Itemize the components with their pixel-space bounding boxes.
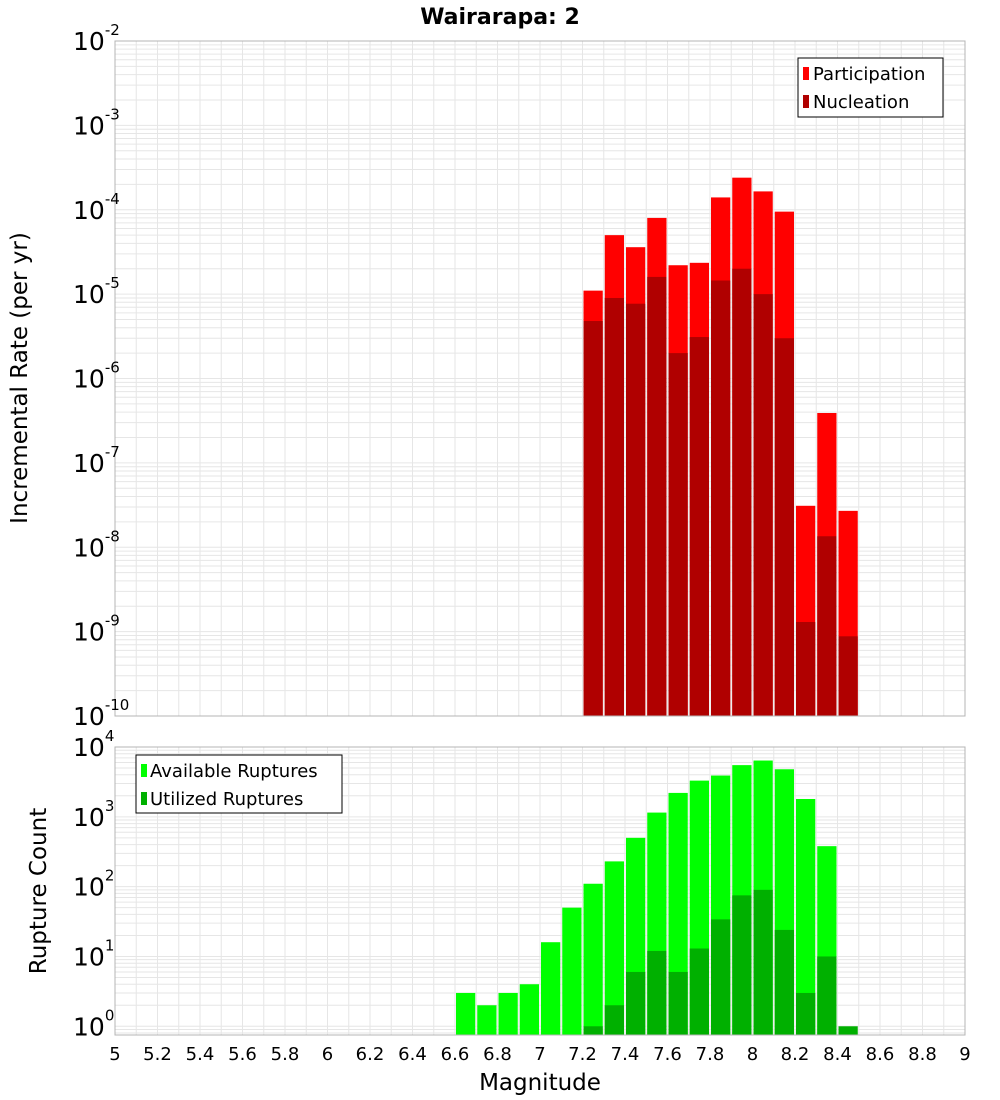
x-tick-label: 8.2 (781, 1044, 810, 1065)
rate-grid (114, 41, 966, 717)
x-axis-label: Magnitude (479, 1070, 601, 1096)
rate-y-tick-label: 10-5 (73, 274, 120, 309)
rate-y-tick-label: 10-7 (73, 443, 120, 478)
x-tick-label: 7.6 (653, 1044, 682, 1065)
x-tick-label: 8 (747, 1044, 758, 1065)
participation-legend-label: Participation (813, 64, 925, 85)
rate-panel: 10-10 10-9 10-8 10-7 10-6 10-5 10-4 10-3 10-2 In… (7, 21, 966, 731)
nucleation-bar (817, 536, 837, 716)
nucleation-bar (732, 268, 752, 716)
rate-legend-box (797, 57, 944, 118)
available-bar (796, 798, 816, 1035)
rate-y-tick-label: 10-3 (73, 105, 120, 140)
count-y-tick-label: 101 (73, 936, 114, 971)
x-tick-label: 7 (534, 1044, 545, 1065)
count-legend-box (135, 754, 343, 814)
utilized-bar (796, 992, 816, 1035)
available-bar (562, 907, 582, 1035)
available-bar (519, 984, 539, 1035)
nucleation-bar (647, 276, 667, 716)
utilized-bars (583, 889, 858, 1035)
rate-plot-frame (114, 40, 966, 717)
available-bar (583, 883, 603, 1035)
utilized-bar (774, 929, 794, 1035)
count-panel: 100 101 102 103 104 5 5.2 5.4 5.6 5.8 6 6.2 6.4 6.6 6… (26, 727, 971, 1096)
utilized-bar (817, 956, 837, 1035)
x-tick-label: 5.2 (143, 1044, 172, 1065)
count-y-tick-label: 102 (73, 867, 114, 902)
utilized-legend-label: Utilized Ruptures (150, 789, 303, 810)
rate-y-tick-label: 10-2 (73, 21, 120, 56)
available-bar (456, 992, 476, 1035)
x-tick-label: 6.2 (356, 1044, 385, 1065)
utilized-legend-swatch (141, 792, 147, 805)
rate-y-axis-label: Incremental Rate (per yr) (7, 232, 33, 524)
utilized-bar (647, 950, 667, 1035)
x-tick-labels: 5 5.2 5.4 5.6 5.8 6 6.2 6.4 6.6 6.8 7 7.2 7.4 7.6 7.8 8… (109, 1044, 970, 1065)
nucleation-legend-swatch (803, 95, 809, 108)
utilized-bar (838, 1026, 858, 1035)
count-plot-frame (114, 746, 966, 1036)
rate-y-tick-label: 10-10 (73, 696, 129, 731)
count-y-ticks: 100 101 102 103 104 (73, 727, 114, 1041)
x-tick-label: 6 (322, 1044, 333, 1065)
count-y-axis-label: Rupture Count (26, 808, 52, 974)
rate-y-tick-label: 10-6 (73, 359, 120, 394)
x-tick-label: 7.2 (568, 1044, 597, 1065)
nucleation-bar (604, 297, 624, 716)
nucleation-bar (774, 338, 794, 716)
utilized-bar (583, 1026, 603, 1035)
utilized-bar (732, 895, 752, 1035)
count-y-tick-label: 103 (73, 797, 114, 832)
available-bar (541, 942, 561, 1035)
utilized-bar (626, 971, 646, 1035)
nucleation-bar (838, 636, 858, 716)
x-tick-label: 7.8 (696, 1044, 725, 1065)
nucleation-bar (711, 280, 731, 716)
available-bar (604, 861, 624, 1035)
available-legend-swatch (141, 764, 147, 777)
x-tick-label: 5.8 (271, 1044, 300, 1065)
x-tick-label: 6.8 (483, 1044, 512, 1065)
nucleation-legend-label: Nucleation (813, 92, 909, 113)
nucleation-bar (796, 622, 816, 716)
x-tick-label: 8.8 (908, 1044, 937, 1065)
x-tick-label: 6.6 (441, 1044, 470, 1065)
count-y-tick-label: 104 (73, 727, 114, 762)
participation-legend-swatch (803, 67, 809, 80)
x-tick-label: 7.4 (611, 1044, 640, 1065)
utilized-bar (689, 948, 709, 1035)
rate-y-tick-label: 10-9 (73, 612, 120, 647)
x-tick-label: 6.4 (398, 1044, 427, 1065)
nucleation-bar (753, 294, 773, 716)
x-tick-label: 8.6 (866, 1044, 895, 1065)
utilized-bar (711, 919, 731, 1035)
nucleation-bar (583, 321, 603, 716)
utilized-bar (668, 971, 688, 1035)
x-tick-label: 5 (109, 1044, 120, 1065)
available-legend-label: Available Ruptures (150, 761, 318, 782)
nucleation-bar (668, 353, 688, 716)
chart-title: Wairarapa: 2 (420, 5, 580, 30)
count-y-tick-label: 100 (73, 1006, 114, 1041)
rate-y-tick-label: 10-4 (73, 190, 120, 225)
count-legend: Available Ruptures Utilized Ruptures (135, 754, 343, 814)
utilized-bar (753, 889, 773, 1035)
nucleation-bars (583, 268, 858, 716)
rate-y-ticks: 10-10 10-9 10-8 10-7 10-6 10-5 10-4 10-3 10-2 (73, 21, 129, 731)
nucleation-bar (689, 337, 709, 716)
available-bar (477, 1005, 497, 1035)
rate-legend: Participation Nucleation (797, 57, 944, 118)
x-tick-label: 8.4 (823, 1044, 852, 1065)
x-tick-label: 5.6 (228, 1044, 257, 1065)
x-tick-label: 9 (959, 1044, 970, 1065)
available-bar (498, 992, 518, 1035)
utilized-bar (604, 1005, 624, 1035)
rate-y-tick-label: 10-8 (73, 527, 120, 562)
nucleation-bar (626, 303, 646, 716)
x-tick-label: 5.4 (186, 1044, 215, 1065)
